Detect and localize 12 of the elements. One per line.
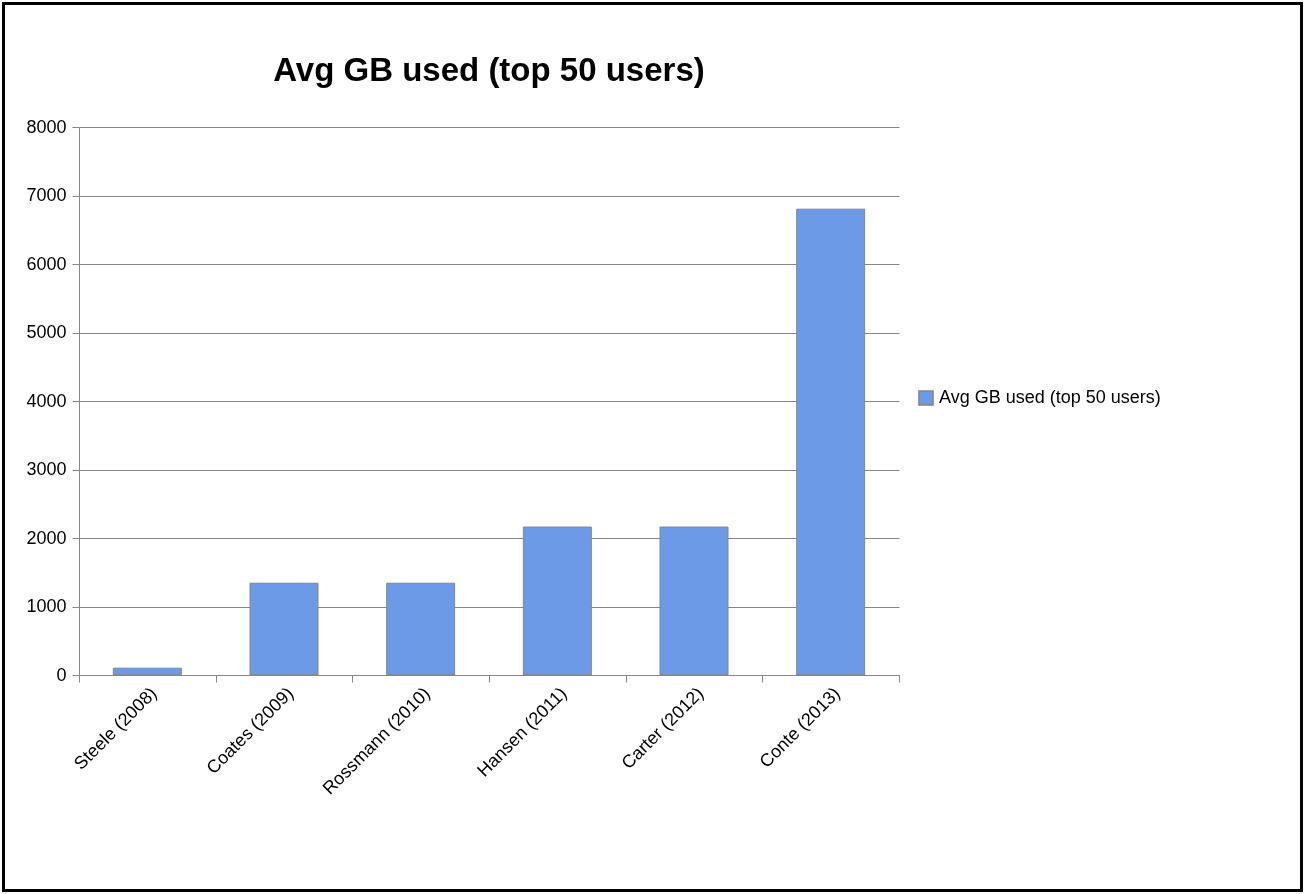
y-tick-label: 2000	[26, 527, 67, 548]
bar	[112, 667, 182, 676]
y-tick-label: 3000	[26, 459, 67, 479]
y-tick-label: 8000	[26, 116, 67, 137]
legend-label: Avg GB used (top 50 users)	[939, 387, 1161, 407]
y-tick-label: 7000	[26, 185, 67, 205]
y-tick-label: 1000	[26, 596, 67, 616]
chart-title: Avg GB used (top 50 users)	[273, 51, 705, 88]
y-tick-label: 5000	[26, 322, 67, 342]
y-tick-label: 4000	[26, 390, 67, 411]
y-tick-label: 0	[56, 664, 67, 685]
y-tick-label: 6000	[26, 253, 67, 274]
